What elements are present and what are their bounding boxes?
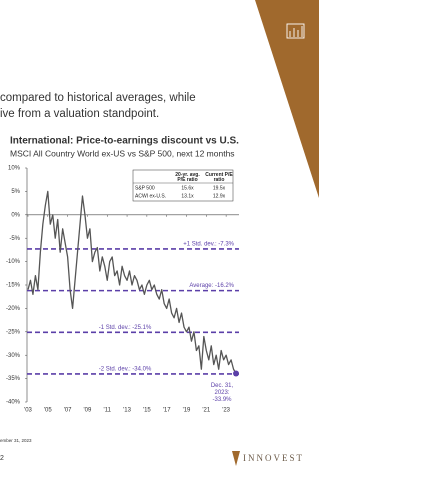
end-point — [233, 370, 240, 377]
icon — [286, 23, 305, 39]
end-annotation: Dec. 31, — [211, 383, 234, 389]
y-tick-label: -40% — [6, 400, 21, 406]
y-tick-label: 10% — [8, 166, 21, 172]
y-tick-label: -30% — [6, 353, 21, 359]
x-tick-label: '19 — [183, 408, 191, 414]
logo: INNOVEST — [243, 453, 304, 463]
x-tick-label: '23 — [222, 408, 230, 414]
table-cell: 15.6x — [181, 185, 194, 191]
reference-label: -2 Std. dev.: -34.0% — [99, 366, 152, 372]
table-row-label: ACWI ex-U.S. — [135, 193, 166, 199]
y-tick-label: -20% — [6, 306, 21, 312]
series-line — [27, 190, 237, 374]
page-number: 2 — [0, 455, 4, 462]
table-header: 20-yr. avg. P/E ratio — [175, 172, 200, 183]
y-tick-label: -10% — [6, 259, 21, 265]
x-tick-label: '11 — [104, 408, 112, 414]
x-tick-label: '07 — [64, 408, 72, 414]
x-tick-label: '21 — [202, 408, 210, 414]
end-annotation: -33.9% — [212, 397, 232, 403]
table-cell: 19.5x — [213, 185, 226, 191]
y-tick-label: -35% — [6, 376, 21, 382]
x-tick-label: '03 — [24, 408, 32, 414]
reference-label: +1 Std. dev.: -7.3% — [183, 242, 234, 248]
y-tick-label: 0% — [11, 212, 20, 218]
accent-triangle — [255, 0, 319, 198]
table-cell: 12.9x — [213, 193, 226, 199]
x-tick-label: '13 — [123, 408, 131, 414]
table-cell: 13.1x — [181, 193, 194, 199]
x-tick-label: '15 — [143, 408, 151, 414]
chart-subtitle: MSCI All Country World ex-US vs S&P 500,… — [10, 148, 235, 158]
table-frame — [132, 169, 234, 202]
y-tick-label: 5% — [11, 189, 20, 195]
table-header: Current P/E ratio — [205, 172, 233, 183]
slide-text: ive from a valuation standpoint. — [0, 108, 159, 120]
x-tick-label: '17 — [163, 408, 171, 414]
x-tick-label: '09 — [84, 408, 92, 414]
y-tick-label: -25% — [6, 329, 21, 335]
x-tick-label: '05 — [44, 408, 52, 414]
slide-text: compared to historical averages, while — [0, 92, 196, 104]
logo-mark — [232, 451, 240, 466]
reference-label: -1 Std. dev.: -25.1% — [99, 325, 152, 331]
table-row-label: S&P 500 — [135, 185, 155, 191]
y-tick-label: -5% — [9, 236, 20, 242]
footer-date: ember 31, 2023 — [0, 438, 32, 443]
end-annotation: 2023: — [214, 390, 229, 396]
y-tick-label: -15% — [6, 283, 21, 289]
reference-label: Average: -16.2% — [189, 283, 234, 289]
chart-title: International: Price-to-earnings discoun… — [10, 136, 239, 147]
